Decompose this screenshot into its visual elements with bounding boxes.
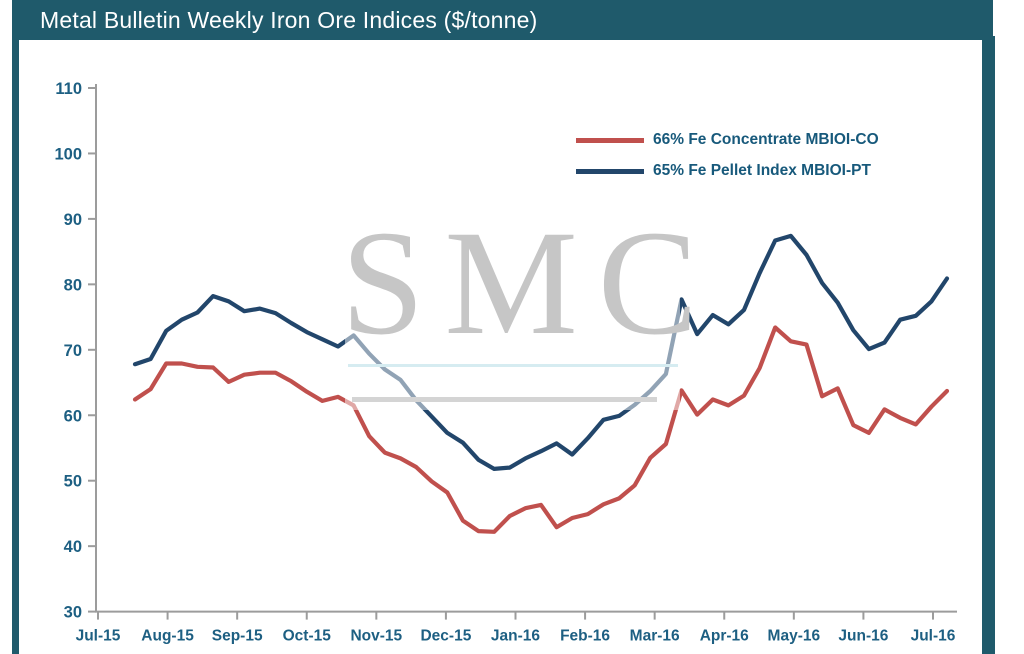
legend-item-pellet: 65% Fe Pellet Index MBIOI-PT [576, 162, 879, 180]
pellet-line-swatch [576, 168, 644, 174]
chart-legend: 66% Fe Concentrate MBIOI-CO 65% Fe Pelle… [576, 131, 879, 193]
series-line-pellet [132, 233, 950, 471]
y-tick-label: 70 [64, 342, 82, 360]
y-tick-label: 90 [64, 211, 82, 229]
y-tick-label: 50 [64, 473, 82, 491]
x-tick-label: May-16 [768, 628, 821, 645]
x-tick-label: Oct-15 [283, 628, 332, 645]
frame-left-edge [12, 40, 19, 654]
x-tick-label: Jul-15 [76, 628, 121, 645]
x-tick-label: Dec-15 [420, 628, 471, 645]
x-tick-label: Mar-16 [630, 628, 680, 645]
y-tick-label: 60 [64, 407, 82, 425]
x-tick-label: Feb-16 [560, 628, 610, 645]
y-tick-label: 40 [64, 538, 82, 556]
y-tick-label: 30 [64, 604, 82, 622]
x-tick-label: Aug-15 [141, 628, 194, 645]
y-tick-label: 110 [55, 80, 82, 98]
x-tick-label: Jun-16 [838, 628, 888, 645]
chart-title: Metal Bulletin Weekly Iron Ore Indices (… [40, 6, 538, 33]
x-tick-label: Apr-16 [700, 628, 749, 645]
legend-label-concentrate: 66% Fe Concentrate MBIOI-CO [653, 131, 879, 148]
y-tick-label: 80 [64, 276, 82, 294]
chart-title-bar: Metal Bulletin Weekly Iron Ore Indices (… [12, 0, 993, 40]
series-line-concentrate [132, 325, 950, 534]
x-tick-label: Jan-16 [491, 628, 540, 645]
x-tick-label: Sep-15 [212, 628, 263, 645]
legend-item-concentrate: 66% Fe Concentrate MBIOI-CO [576, 131, 879, 149]
legend-label-pellet: 65% Fe Pellet Index MBIOI-PT [653, 162, 871, 179]
x-tick-label: Nov-15 [350, 628, 402, 645]
y-tick-label: 100 [54, 145, 82, 163]
x-tick-label: Jul-16 [911, 628, 956, 645]
concentrate-line-swatch [576, 137, 644, 143]
frame-right-edge [982, 36, 995, 654]
